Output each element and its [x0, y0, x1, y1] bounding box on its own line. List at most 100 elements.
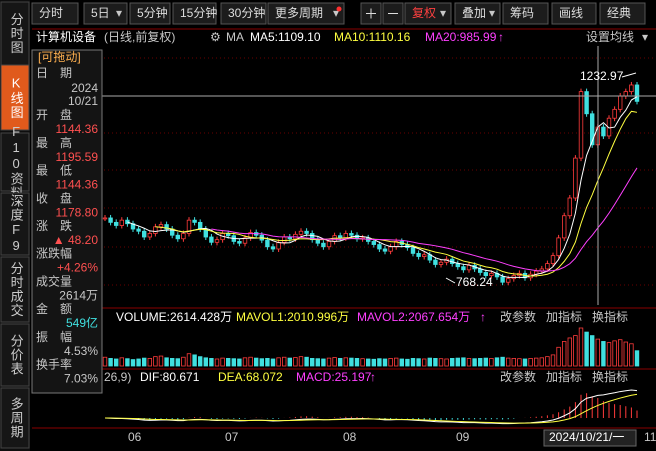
volume-bar: [293, 357, 298, 367]
toolbar-button[interactable]: [172, 2, 217, 25]
panel-button[interactable]: 换指标: [592, 369, 628, 384]
toolbar-button[interactable]: [551, 2, 597, 25]
candle: [483, 272, 488, 276]
dropdown-icon: ▾: [489, 6, 495, 20]
volume-bar: [259, 358, 264, 367]
candle: [590, 113, 595, 146]
candle: [119, 219, 124, 226]
volume-bar: [449, 357, 455, 367]
toolbar-label[interactable]: 经典: [607, 6, 631, 20]
sidebar-tab[interactable]: [0, 192, 30, 256]
candle: [276, 241, 281, 250]
toolbar-label[interactable]: 画线: [559, 6, 583, 20]
info-label: 金 额: [36, 301, 72, 316]
toolbar-label[interactable]: 筹码: [510, 6, 534, 20]
candle: [158, 224, 164, 228]
sidebar-tab[interactable]: [0, 323, 30, 387]
toolbar-label[interactable]: 分时: [39, 6, 63, 20]
volume-bar: [371, 358, 376, 367]
info-value: 2024: [71, 81, 98, 95]
panel-button[interactable]: 加指标: [546, 309, 582, 324]
toolbar-label[interactable]: 30分钟: [228, 5, 265, 20]
sidebar-label[interactable]: 分价表: [9, 334, 24, 376]
toolbar-button[interactable]: [31, 2, 79, 25]
candle: [270, 246, 276, 250]
sidebar-label[interactable]: 分时成交: [9, 262, 24, 318]
candle: [629, 84, 634, 93]
volume-bar: [556, 346, 561, 367]
ma-line: [211, 167, 638, 272]
panel-button[interactable]: 换指标: [592, 309, 628, 324]
ma5: MA5:1109.10: [250, 30, 321, 44]
toolbar-button[interactable]: [454, 2, 501, 25]
sidebar-tab[interactable]: [0, 256, 30, 323]
volume-bar: [315, 358, 320, 367]
candle: [197, 221, 203, 230]
volume-bar: [304, 356, 309, 367]
sidebar-label[interactable]: 分时图: [9, 13, 24, 55]
volume-bar: [265, 357, 270, 367]
volume-bar: [102, 356, 108, 367]
sidebar-tab[interactable]: [0, 132, 30, 192]
candle: [433, 259, 438, 265]
candle: [321, 242, 326, 248]
volume-bar: [141, 357, 147, 367]
volume-bar: [410, 357, 416, 367]
volume-bar: [388, 357, 393, 367]
volume-bar: [500, 356, 505, 367]
toolbar-label[interactable]: 复权: [412, 6, 436, 20]
toolbar-label[interactable]: 15分钟: [180, 5, 217, 20]
toolbar-button[interactable]: [502, 2, 549, 25]
toolbar-button[interactable]: [220, 2, 267, 25]
volume-bar: [433, 357, 438, 367]
x-tick-label: 06: [128, 430, 142, 444]
volume-bar: [595, 338, 600, 367]
panel-button[interactable]: 改参数: [500, 369, 536, 384]
volume-bar: [276, 357, 281, 367]
info-label: 涨 跌: [36, 218, 72, 233]
toolbar-button[interactable]: [404, 2, 452, 25]
volume-bar: [567, 337, 572, 367]
panel-button[interactable]: 加指标: [546, 369, 582, 384]
volume-bar: [590, 335, 595, 367]
dea-line: [104, 393, 638, 424]
candle: [584, 91, 589, 115]
info-label: 收 盘: [36, 190, 72, 205]
toolbar-label[interactable]: 叠加: [462, 6, 486, 20]
panel-button[interactable]: 改参数: [500, 309, 536, 324]
volume-bar: [511, 357, 516, 367]
volume-bar: [455, 357, 460, 367]
candle: [181, 233, 186, 240]
sidebar-label[interactable]: 多周期: [9, 396, 24, 439]
candle: [209, 236, 214, 243]
candle: [225, 233, 231, 237]
candle: [164, 224, 169, 230]
toolbar-label[interactable]: 5分钟: [137, 5, 168, 20]
sidebar-tab[interactable]: [0, 1, 30, 66]
candle: [489, 272, 494, 276]
candle: [203, 228, 208, 238]
toolbar-button[interactable]: [599, 2, 646, 25]
volume-bar: [332, 357, 337, 367]
volume-bar: [231, 358, 236, 367]
volume-bar: [287, 357, 292, 367]
sidebar-tab[interactable]: [0, 64, 30, 131]
toolbar-button[interactable]: [83, 2, 128, 25]
candle: [147, 233, 152, 238]
sidebar-label[interactable]: 深度F9: [9, 194, 24, 254]
toolbar-button[interactable]: [129, 2, 171, 25]
volume-value: VOLUME:2614.428万: [116, 310, 232, 324]
candle: [567, 197, 572, 217]
toolbar-label[interactable]: 5日: [91, 6, 110, 20]
toolbar-label[interactable]: 更多周期: [275, 6, 323, 20]
ma-settings[interactable]: 设置均线: [586, 30, 634, 44]
sidebar-label[interactable]: K线图: [9, 76, 24, 120]
sidebar-label[interactable]: F10资料: [9, 124, 24, 200]
candle: [573, 157, 578, 199]
volume-bar: [618, 339, 623, 367]
info-value: 10/21: [68, 94, 98, 108]
sidebar-tab[interactable]: [0, 387, 30, 449]
toolbar-button[interactable]: [267, 2, 345, 25]
candle: [326, 241, 332, 248]
